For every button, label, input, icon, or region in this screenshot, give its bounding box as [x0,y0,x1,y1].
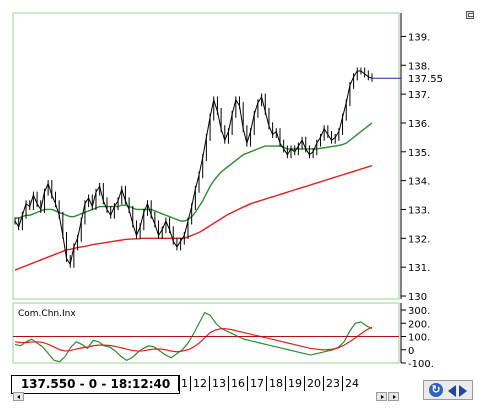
status-readout: 137.550 - 0 - 18:12:40 [11,375,180,394]
date-label: 18 [266,376,285,391]
date-label: 13 [209,376,228,391]
date-label: 16 [228,376,247,391]
navigation-controls: ↻ [423,380,473,400]
maximize-icon[interactable] [466,11,474,19]
main-y-tick-label: 139. [408,32,430,43]
refresh-icon[interactable]: ↻ [429,383,443,397]
last-price-label: 137.55 [408,74,443,85]
indicator-y-tick-label: 200. [408,319,430,330]
indicator-name: Com.Chn.Inx [18,309,76,319]
main-y-tick-label: 133. [408,205,430,216]
date-label: 19 [285,376,304,391]
scroll-right-button[interactable] [388,392,399,401]
main-series-group [14,67,373,271]
indicator-y-tick-label: 0 [408,346,414,357]
price-line [14,70,373,266]
indicator-slow-line [14,326,373,353]
main-y-tick-label: 136. [408,119,430,130]
main-y-tick-label: 131. [408,263,430,274]
date-axis: 1 12 13 16 17 18 19 20 23 24 [178,375,361,392]
date-label: 20 [304,376,323,391]
indicator-y-tick-label: 300. [408,306,430,317]
scroll-step-button[interactable] [376,392,387,401]
main-y-ticks: 139. 138. 137. 136. 135. 134. 133. 132. 131. 130 [401,32,430,303]
main-y-tick-label: 130 [408,292,427,303]
main-y-tick-label: 138. [408,61,430,72]
indicator-y-tick-label: 100. [408,333,430,344]
indicator-y-ticks: 300. 200. 100. 0 -100. [401,306,434,370]
indicator-y-tick-label: -100. [408,359,434,370]
arrow-left-icon[interactable] [448,385,456,397]
arrow-right-icon[interactable] [459,385,467,397]
date-label: 12 [190,376,209,391]
indicator-series-group [14,311,373,363]
scroll-left-button[interactable] [13,392,24,401]
main-y-tick-label: 137. [408,90,430,101]
indicator-fast-line [14,311,373,363]
main-y-tick-label: 132. [408,234,430,245]
moving-average-short-line [15,122,373,222]
date-label: 1 [178,376,190,391]
moving-average-long-line [14,164,373,271]
main-y-tick-label: 135. [408,148,430,159]
date-label: 24 [342,376,361,391]
date-label: 23 [323,376,342,391]
date-label: 17 [247,376,266,391]
main-y-tick-label: 134. [408,177,430,188]
